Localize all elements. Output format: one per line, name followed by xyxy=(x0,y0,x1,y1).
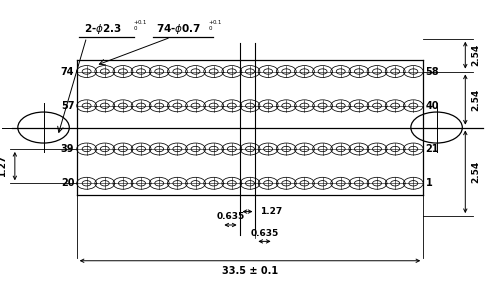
Text: 21: 21 xyxy=(426,144,439,154)
Text: 39: 39 xyxy=(61,144,74,154)
Text: 58: 58 xyxy=(426,66,440,77)
Text: 1.27: 1.27 xyxy=(0,155,7,177)
Text: 40: 40 xyxy=(426,101,439,111)
Text: 2-$\phi$2.3: 2-$\phi$2.3 xyxy=(84,22,121,36)
Text: 74-$\phi$0.7: 74-$\phi$0.7 xyxy=(155,22,201,36)
Text: 2.54: 2.54 xyxy=(471,44,480,66)
Text: 2.54: 2.54 xyxy=(471,89,480,111)
Text: 74: 74 xyxy=(61,66,74,77)
Text: 1.27: 1.27 xyxy=(260,207,283,216)
Text: $^{+0.1}_{0}$: $^{+0.1}_{0}$ xyxy=(133,18,147,33)
Text: 33.5 ± 0.1: 33.5 ± 0.1 xyxy=(222,266,278,276)
Text: 2.54: 2.54 xyxy=(471,161,480,183)
Text: 57: 57 xyxy=(61,101,74,111)
Text: 1: 1 xyxy=(426,178,433,188)
Text: $^{+0.1}_{0}$: $^{+0.1}_{0}$ xyxy=(208,18,222,33)
Text: 0.635: 0.635 xyxy=(250,229,279,238)
Text: 20: 20 xyxy=(61,178,74,188)
Text: 0.635: 0.635 xyxy=(216,212,245,221)
